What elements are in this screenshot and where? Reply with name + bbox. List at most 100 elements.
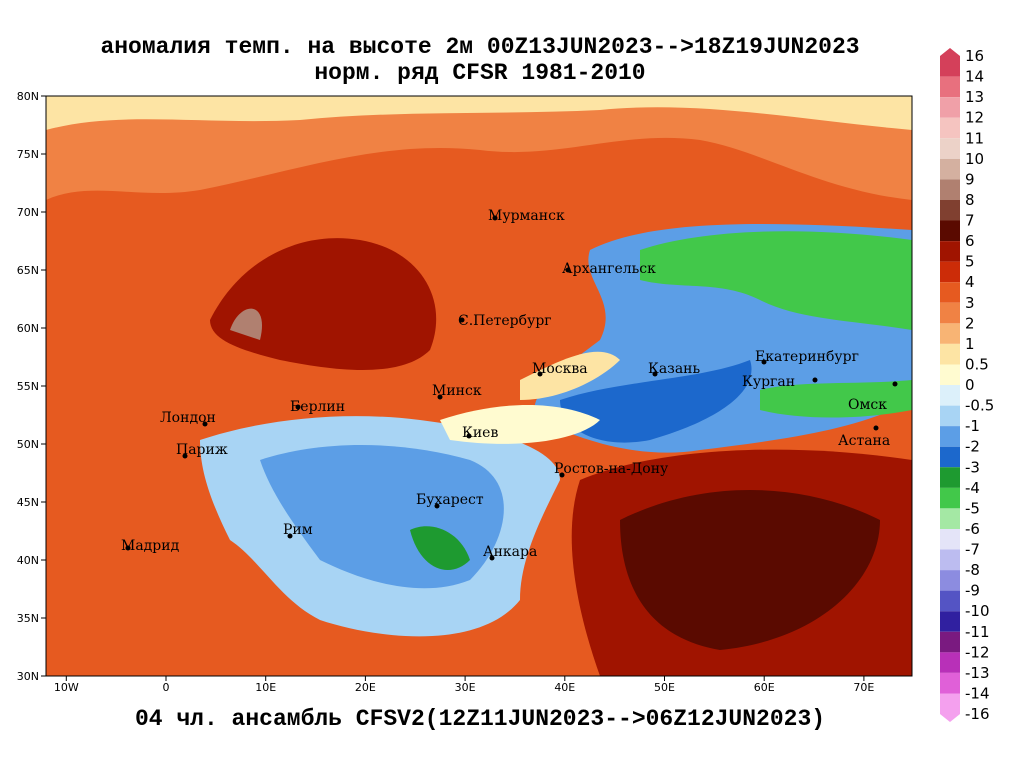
colorbar-swatch — [940, 323, 960, 344]
colorbar-label: -14 — [965, 684, 990, 702]
colorbar-label: 8 — [965, 191, 975, 209]
city-label: Анкара — [483, 544, 537, 560]
colorbar-label: 2 — [965, 314, 975, 332]
city-label: Архангельск — [562, 261, 656, 277]
colorbar-swatch — [940, 302, 960, 324]
colorbar-swatch — [940, 549, 960, 571]
colorbar-swatch — [940, 528, 960, 550]
colorbar-label: 0.5 — [965, 355, 989, 373]
colorbar-label: -9 — [965, 582, 980, 600]
colorbar-swatch — [940, 611, 960, 632]
city-dot — [287, 533, 293, 539]
city-label: С.Петербург — [458, 313, 552, 329]
colorbar-label: 1 — [965, 335, 975, 353]
city-dot — [565, 267, 571, 273]
colorbar-label: 13 — [965, 88, 984, 106]
city-dot — [182, 453, 188, 459]
colorbar-label: -10 — [965, 602, 990, 620]
colorbar-swatch — [940, 590, 960, 612]
colorbar-swatch — [940, 446, 960, 468]
lat-tick-label: 80N — [17, 90, 39, 103]
city-label: Астана — [838, 433, 890, 449]
colorbar-swatch — [940, 487, 960, 509]
lon-tick-label: 60E — [754, 681, 775, 694]
colorbar-label: -0.5 — [965, 397, 994, 415]
colorbar-label: -1 — [965, 417, 980, 435]
map-title: аномалия темп. на высоте 2м 00Z13JUN2023… — [100, 34, 859, 60]
colorbar-label: -12 — [965, 643, 990, 661]
city-dot — [761, 359, 767, 365]
colorbar-swatch — [940, 199, 960, 221]
city-dot — [492, 215, 498, 221]
city-label: Киев — [462, 425, 498, 441]
colorbar-swatch — [940, 97, 960, 118]
city-label: Мурманск — [488, 208, 565, 224]
colorbar-swatch — [940, 241, 960, 262]
map-subtitle: норм. ряд CFSR 1981-2010 — [314, 60, 645, 86]
colorbar-label: 10 — [965, 150, 984, 168]
city-dot — [537, 371, 543, 377]
city-dot — [295, 404, 301, 410]
lon-tick-label: 40E — [554, 681, 575, 694]
colorbar-label: 9 — [965, 170, 975, 188]
colorbar-swatch — [940, 138, 960, 159]
lat-tick-label: 70N — [17, 206, 39, 219]
colorbar-label: 0 — [965, 376, 975, 394]
colorbar-swatch — [940, 467, 960, 488]
city-label: Москва — [532, 361, 588, 377]
city-label: Берлин — [290, 399, 345, 415]
colorbar-label: -5 — [965, 499, 980, 517]
city-label: Мадрид — [121, 538, 180, 554]
colorbar-swatch — [940, 179, 960, 200]
lon-tick-label: 30E — [455, 681, 476, 694]
city-dot — [489, 555, 495, 561]
city-label: Омск — [848, 397, 887, 413]
city-dot — [892, 381, 898, 387]
lon-tick-label: 10W — [54, 681, 79, 694]
lon-tick-label: 70E — [853, 681, 874, 694]
colorbar-label: -11 — [965, 623, 990, 641]
colorbar-label: 5 — [965, 253, 975, 271]
city-dot — [873, 425, 879, 431]
lat-tick-label: 30N — [17, 670, 39, 683]
lon-tick-label: 10E — [255, 681, 276, 694]
city-label: Лондон — [160, 410, 216, 426]
colorbar-label: 7 — [965, 212, 975, 230]
city-dot — [125, 545, 131, 551]
lat-tick-label: 45N — [17, 496, 39, 509]
lat-tick-label: 65N — [17, 264, 39, 277]
colorbar-label: -2 — [965, 438, 980, 456]
colorbar-swatch — [940, 652, 960, 673]
colorbar-swatch — [940, 158, 960, 180]
city-dot — [459, 317, 465, 323]
colorbar-label: 16 — [965, 47, 984, 65]
colorbar-swatch — [940, 261, 960, 283]
colorbar-swatch — [940, 343, 960, 365]
lon-tick-label: 50E — [654, 681, 675, 694]
colorbar-label: -8 — [965, 561, 980, 579]
lon-tick-label: 0 — [163, 681, 170, 694]
lat-tick-label: 35N — [17, 612, 39, 625]
city-label: Казань — [648, 361, 700, 377]
city-dot — [202, 421, 208, 427]
colorbar-swatch — [940, 508, 960, 529]
colorbar-label: 12 — [965, 109, 984, 127]
colorbar-swatch — [940, 48, 960, 77]
city-label: Минск — [432, 383, 482, 399]
colorbar-swatch — [940, 693, 960, 722]
colorbar-label: -6 — [965, 520, 980, 538]
city-label: Курган — [742, 374, 795, 390]
colorbar-swatch — [940, 364, 960, 385]
colorbar-label: 6 — [965, 232, 975, 250]
colorbar-label: -3 — [965, 458, 980, 476]
colorbar-label: -7 — [965, 541, 980, 559]
lat-tick-label: 50N — [17, 438, 39, 451]
colorbar-swatch — [940, 220, 960, 242]
colorbar-swatch — [940, 76, 960, 98]
lat-tick-label: 75N — [17, 148, 39, 161]
city-dot — [559, 472, 565, 478]
city-label: Париж — [176, 442, 228, 458]
colorbar-label: -16 — [965, 705, 990, 723]
colorbar-swatch — [940, 631, 960, 653]
